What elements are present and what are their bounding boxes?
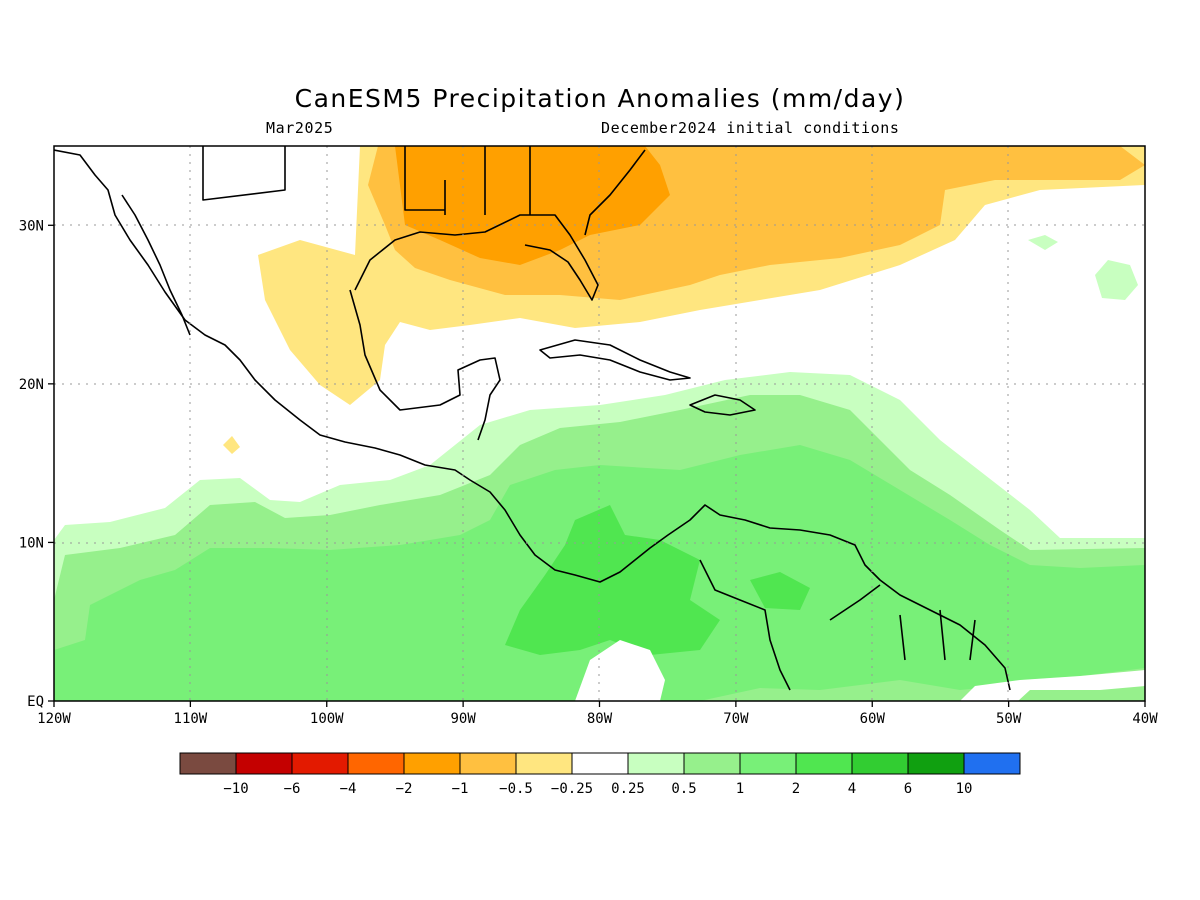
x-axis: 120W 110W 100W 90W 80W 70W 60W 50W 40W <box>37 701 1158 727</box>
colorbar-label: −0.25 <box>551 781 593 797</box>
colorbar-swatch <box>571 752 629 775</box>
x-tick-label: 110W <box>174 711 208 727</box>
colorbar-label: −0.5 <box>499 781 533 797</box>
colorbar-label: 0.25 <box>611 781 645 797</box>
y-tick-label: EQ <box>27 694 44 710</box>
y-tick-label: 20N <box>19 377 44 393</box>
north-america-coastline <box>54 149 1011 691</box>
colorbar-swatch <box>403 752 461 775</box>
x-tick-label: 70W <box>723 711 749 727</box>
colorbar: −10 −6 −4 −2 −1 −0.5 −0.25 0.25 0.5 1 2 4 6 10 <box>179 752 1021 797</box>
x-tick-label: 80W <box>587 711 613 727</box>
baja-peninsula <box>121 194 191 336</box>
valid-month-label: Mar2025 <box>266 119 334 137</box>
colorbar-swatch <box>515 752 573 775</box>
colorbar-swatch <box>627 752 685 775</box>
mexico-gulf-coastline <box>349 289 501 441</box>
colorbar-label: −10 <box>223 781 248 797</box>
colorbar-swatch <box>851 752 909 775</box>
cuba-outline <box>539 339 691 381</box>
y-tick-label: 30N <box>19 218 44 234</box>
x-tick-label: 120W <box>37 711 71 727</box>
colorbar-swatch <box>739 752 797 775</box>
x-tick-label: 60W <box>860 711 886 727</box>
neutral-pocket-south <box>575 640 665 701</box>
colorbar-label: 6 <box>904 781 912 797</box>
x-tick-label: 50W <box>996 711 1022 727</box>
x-tick-label: 100W <box>310 711 344 727</box>
coastlines <box>54 146 1011 691</box>
dry-anomaly-pacific-blob <box>223 436 240 454</box>
wet-anomaly-atlantic-blob-small <box>1028 235 1058 250</box>
colorbar-label: 1 <box>736 781 744 797</box>
colorbar-swatch <box>907 752 965 775</box>
colorbar-label: −2 <box>396 781 413 797</box>
colorbar-swatch <box>683 752 741 775</box>
wet-anomaly-atlantic-blob <box>1095 260 1138 300</box>
south-america-interior-border <box>699 559 976 691</box>
graticule <box>54 146 1145 701</box>
y-axis: EQ 10N 20N 30N <box>19 218 54 710</box>
map-title: CanESM5 Precipitation Anomalies (mm/day) <box>294 84 906 113</box>
colorbar-swatch <box>291 752 349 775</box>
wet-anomaly-2-patch <box>750 572 810 610</box>
y-tick-label: 10N <box>19 535 44 551</box>
colorbar-label: 0.5 <box>671 781 696 797</box>
anomaly-shading <box>54 146 1145 701</box>
us-state-borders <box>202 146 531 215</box>
x-tick-label: 90W <box>450 711 476 727</box>
colorbar-swatch <box>459 752 517 775</box>
colorbar-label: 4 <box>848 781 856 797</box>
us-gulf-coastline <box>354 214 599 301</box>
colorbar-label: −4 <box>340 781 357 797</box>
colorbar-label: 10 <box>956 781 973 797</box>
wet-anomaly-2-region <box>505 505 720 655</box>
colorbar-label: −1 <box>452 781 469 797</box>
neutral-pocket-se <box>960 670 1145 701</box>
colorbar-label: 2 <box>792 781 800 797</box>
colorbar-label: −6 <box>284 781 301 797</box>
init-conditions-label: December2024 initial conditions <box>601 119 900 137</box>
x-tick-label: 40W <box>1132 711 1158 727</box>
colorbar-swatch <box>795 752 853 775</box>
colorbar-swatch <box>963 752 1021 775</box>
colorbar-swatch <box>179 752 237 775</box>
colorbar-swatch <box>347 752 405 775</box>
dry-anomaly-1-region <box>395 146 670 265</box>
us-east-coastline <box>584 149 646 236</box>
hispaniola-outline <box>689 394 756 416</box>
colorbar-swatch <box>235 752 293 775</box>
